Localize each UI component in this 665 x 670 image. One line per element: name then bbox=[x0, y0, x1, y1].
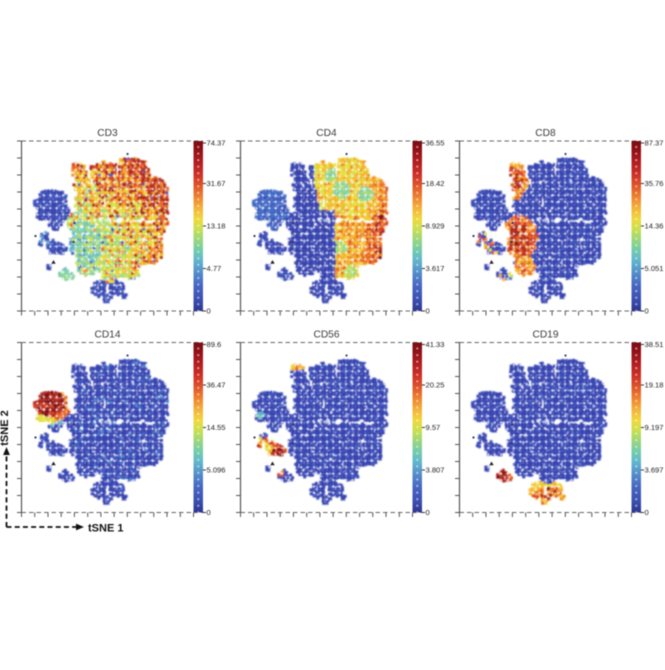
svg-text:tSNE 2: tSNE 2 bbox=[0, 410, 11, 445]
svg-text:CD3: CD3 bbox=[97, 128, 118, 139]
svg-text:0: 0 bbox=[426, 508, 430, 517]
svg-text:9.197: 9.197 bbox=[645, 423, 664, 432]
svg-text:CD19: CD19 bbox=[532, 330, 558, 341]
svg-text:74.37: 74.37 bbox=[207, 139, 226, 148]
svg-text:19.18: 19.18 bbox=[645, 381, 664, 390]
svg-text:tSNE 1: tSNE 1 bbox=[88, 523, 123, 535]
svg-text:87.37: 87.37 bbox=[645, 139, 664, 148]
svg-text:3.807: 3.807 bbox=[426, 466, 445, 475]
svg-text:0: 0 bbox=[645, 307, 649, 316]
svg-text:4.77: 4.77 bbox=[207, 264, 222, 273]
svg-text:3.617: 3.617 bbox=[426, 264, 445, 273]
svg-text:31.67: 31.67 bbox=[207, 179, 226, 188]
svg-text:0: 0 bbox=[207, 508, 211, 517]
svg-text:CD14: CD14 bbox=[94, 330, 120, 341]
svg-text:18.42: 18.42 bbox=[426, 179, 445, 188]
svg-text:0: 0 bbox=[426, 307, 430, 316]
svg-text:0: 0 bbox=[207, 307, 211, 316]
svg-text:0: 0 bbox=[645, 508, 649, 517]
svg-text:CD8: CD8 bbox=[535, 128, 556, 139]
svg-text:3.697: 3.697 bbox=[645, 466, 664, 475]
svg-text:35.76: 35.76 bbox=[645, 179, 664, 188]
svg-text:14.55: 14.55 bbox=[207, 423, 226, 432]
svg-text:8.929: 8.929 bbox=[426, 222, 445, 231]
svg-text:89.6: 89.6 bbox=[207, 340, 222, 349]
svg-text:36.47: 36.47 bbox=[207, 381, 226, 390]
svg-text:38.51: 38.51 bbox=[645, 340, 664, 349]
svg-text:41.33: 41.33 bbox=[426, 340, 445, 349]
svg-text:20.25: 20.25 bbox=[426, 381, 445, 390]
svg-text:CD56: CD56 bbox=[313, 330, 339, 341]
svg-text:5.051: 5.051 bbox=[645, 264, 664, 273]
svg-text:CD4: CD4 bbox=[316, 128, 337, 139]
svg-text:5.096: 5.096 bbox=[207, 466, 226, 475]
svg-text:13.18: 13.18 bbox=[207, 222, 226, 231]
svg-text:14.36: 14.36 bbox=[645, 222, 664, 231]
svg-text:9.57: 9.57 bbox=[426, 423, 441, 432]
svg-text:36.55: 36.55 bbox=[426, 139, 445, 148]
